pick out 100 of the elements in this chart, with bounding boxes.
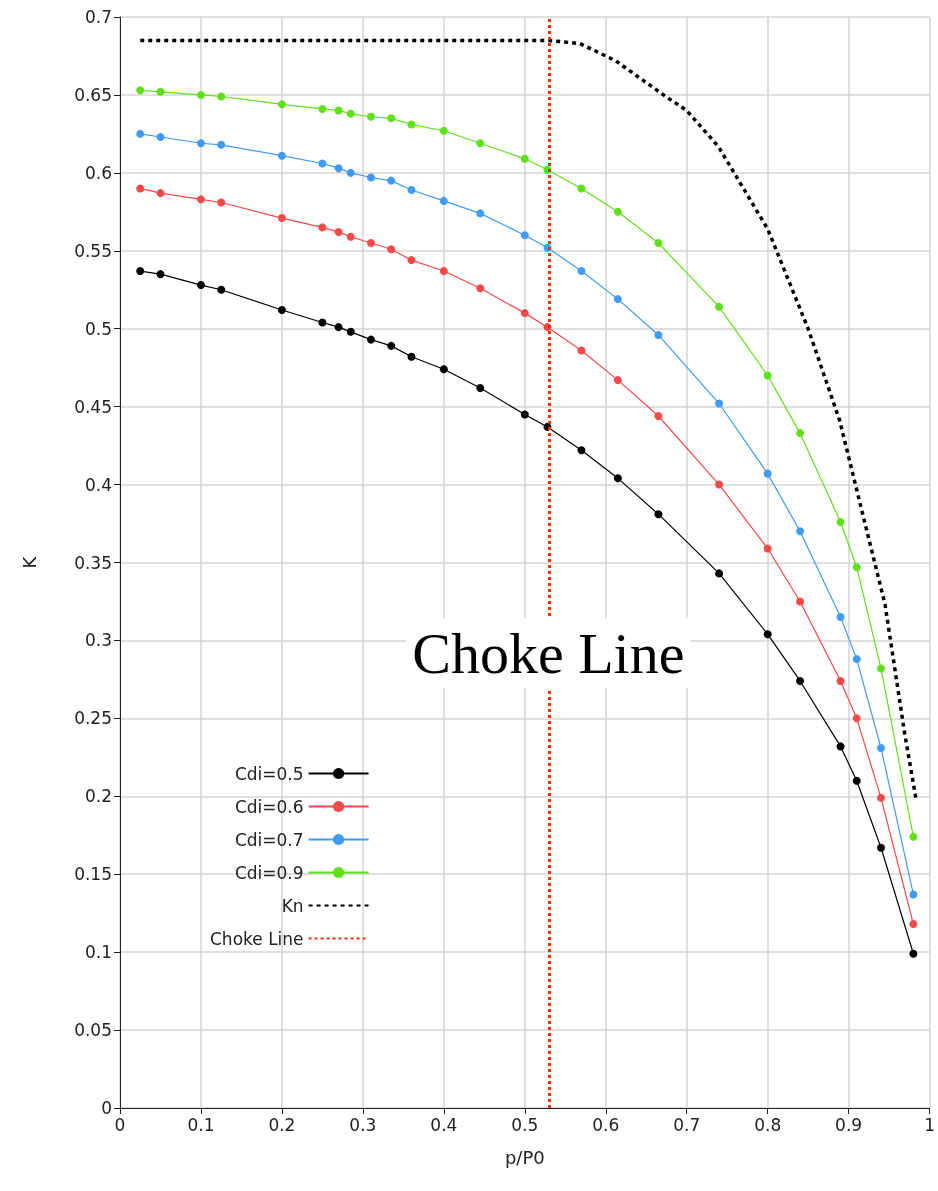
point (387, 245, 396, 254)
y-tick-label: 0.55 (74, 240, 112, 261)
point (156, 189, 165, 198)
ref-line-label: Choke Line (412, 620, 685, 686)
point (136, 184, 145, 193)
point (334, 106, 343, 115)
point (217, 285, 226, 294)
point (577, 267, 586, 276)
y-tick-label: 0.65 (74, 84, 112, 105)
point (877, 793, 886, 802)
point (836, 613, 845, 622)
y-tick-label: 0.2 (84, 786, 112, 807)
point (217, 198, 226, 207)
legend-label: Kn (281, 895, 304, 916)
x-tick-label: 0.2 (268, 1114, 296, 1135)
point (476, 383, 485, 392)
point (366, 173, 375, 182)
point (277, 100, 286, 109)
point (763, 469, 772, 478)
point (334, 228, 343, 237)
x-tick-label: 0.3 (349, 1114, 377, 1135)
y-tick-label: 0.45 (74, 396, 112, 417)
y-tick-label: 0.3 (84, 630, 112, 651)
point (577, 184, 586, 193)
point (407, 186, 416, 194)
point (852, 563, 861, 572)
point (366, 238, 375, 247)
x-tick-label: 1 (924, 1114, 936, 1135)
point (520, 231, 529, 240)
point (836, 517, 845, 526)
point (796, 676, 805, 685)
point (346, 168, 355, 177)
point (196, 139, 205, 148)
x-tick-label: 0.5 (511, 1114, 539, 1135)
y-tick-label: 0.25 (74, 708, 112, 729)
point (476, 284, 485, 293)
point (796, 597, 805, 606)
point (407, 120, 416, 129)
point (909, 832, 918, 841)
point (715, 569, 724, 578)
point (407, 352, 416, 361)
point (577, 346, 586, 355)
point (836, 742, 845, 751)
point (520, 309, 529, 318)
point (715, 302, 724, 311)
point (136, 86, 145, 95)
y-tick-label: 0 (101, 1098, 112, 1118)
x-tick-label: 0.7 (673, 1114, 701, 1135)
point (909, 890, 918, 899)
point (334, 164, 343, 173)
point (439, 126, 448, 135)
legend-label: Cdi=0.6 (234, 796, 304, 817)
legend-label: Cdi=0.5 (234, 763, 304, 784)
point (476, 209, 485, 218)
point (136, 267, 145, 276)
point (654, 412, 663, 420)
point (715, 480, 724, 489)
x-tick-label: 0.1 (187, 1114, 215, 1135)
x-tick-label: 0.6 (592, 1114, 620, 1135)
y-tick-label: 0.5 (84, 318, 112, 339)
legend-label: Cdi=0.7 (234, 829, 304, 850)
point (877, 743, 886, 752)
point (613, 207, 622, 216)
point (318, 223, 327, 232)
x-tick-label: 0.4 (430, 1114, 458, 1135)
point (318, 104, 327, 113)
x-tick-label: 0.9 (835, 1114, 863, 1135)
point (836, 676, 845, 685)
y-tick-label: 0.35 (74, 552, 112, 573)
point (217, 140, 226, 149)
point (156, 87, 165, 96)
point (520, 410, 529, 419)
point (318, 318, 327, 327)
point (476, 139, 485, 148)
point (346, 232, 355, 241)
y-tick-label: 0.6 (84, 162, 112, 183)
point (277, 214, 286, 223)
x-axis-title: p/P0 (504, 1146, 545, 1168)
text: Choke Line (210, 928, 304, 949)
point (852, 655, 861, 664)
point (654, 510, 663, 519)
point (387, 114, 396, 123)
point (852, 714, 861, 723)
legend-label: Cdi=0.9 (234, 862, 304, 883)
point (909, 920, 918, 929)
point (763, 630, 772, 639)
point (407, 256, 416, 265)
point (196, 281, 205, 290)
point (852, 776, 861, 785)
point (277, 306, 286, 315)
point (156, 270, 165, 279)
point (366, 335, 375, 344)
point (763, 371, 772, 380)
point (387, 341, 396, 350)
point (156, 133, 165, 142)
y-tick-label: 0.7 (84, 7, 112, 27)
point (346, 109, 355, 118)
y-tick-label: 0.15 (74, 864, 112, 885)
point (387, 176, 396, 185)
point (318, 159, 327, 168)
